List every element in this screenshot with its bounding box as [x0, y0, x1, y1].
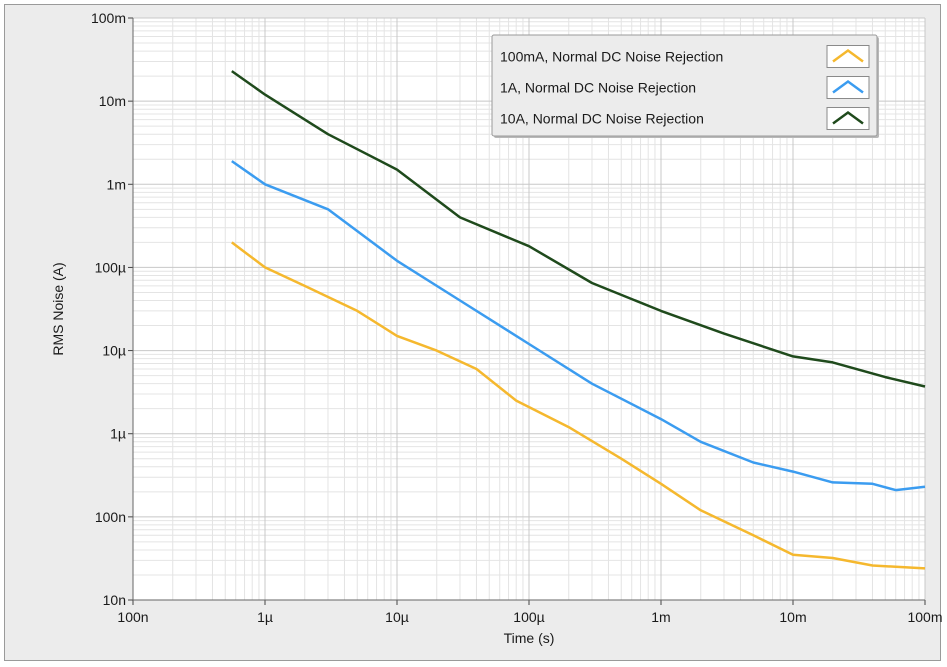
series-line-3: [231, 70, 926, 388]
legend-swatch-box: [826, 76, 870, 99]
x-axis-title: Time (s): [504, 630, 555, 646]
x-tick-label: 10µ: [385, 609, 409, 625]
y-axis-title: RMS Noise (A): [50, 262, 66, 355]
legend-box: [491, 34, 878, 137]
legend-swatch-box: [826, 45, 870, 68]
legend-swatch-line: [832, 79, 864, 94]
x-tick-label: 100n: [117, 609, 148, 625]
legend-swatch-line: [832, 48, 864, 63]
tick-labels: 100n 1µ 10µ 100µ 1m 10m 100m 100m 10m 1m 100µ 10µ 1µ…: [91, 10, 942, 625]
y-tick-label: 10m: [99, 93, 126, 109]
legend-label: 10A, Normal DC Noise Rejection: [500, 111, 704, 127]
series-layer: [231, 70, 926, 570]
y-tick-label: 10n: [103, 592, 126, 608]
legend-swatch-box: [826, 107, 870, 130]
x-tick-label: 1µ: [257, 609, 273, 625]
legend: 100mA, Normal DC Noise Rejection 1A, Norm…: [491, 34, 879, 138]
line-chart: 100n 1µ 10µ 100µ 1m 10m 100m 100m 10m 1m 100µ 10µ 1µ…: [50, 10, 942, 646]
x-tick-label: 10m: [779, 609, 806, 625]
x-tick-label: 100µ: [513, 609, 544, 625]
y-tick-label: 1µ: [110, 426, 126, 442]
y-tick-label: 100n: [95, 509, 126, 525]
y-tick-label: 100µ: [95, 259, 126, 275]
legend-label: 100mA, Normal DC Noise Rejection: [500, 49, 723, 65]
x-tick-label: 1m: [651, 609, 670, 625]
x-tick-label: 100m: [907, 609, 942, 625]
y-tick-label: 1m: [107, 176, 126, 192]
y-tick-label: 100m: [91, 10, 126, 26]
series-line-1: [231, 241, 926, 570]
axes: [128, 17, 926, 605]
y-tick-label: 10µ: [102, 343, 126, 359]
legend-swatch-line: [832, 110, 864, 125]
chart-panel: 100n 1µ 10µ 100µ 1m 10m 100m 100m 10m 1m 100µ 10µ 1µ…: [4, 4, 942, 661]
series-line-2: [231, 160, 926, 492]
legend-label: 1A, Normal DC Noise Rejection: [500, 80, 696, 96]
